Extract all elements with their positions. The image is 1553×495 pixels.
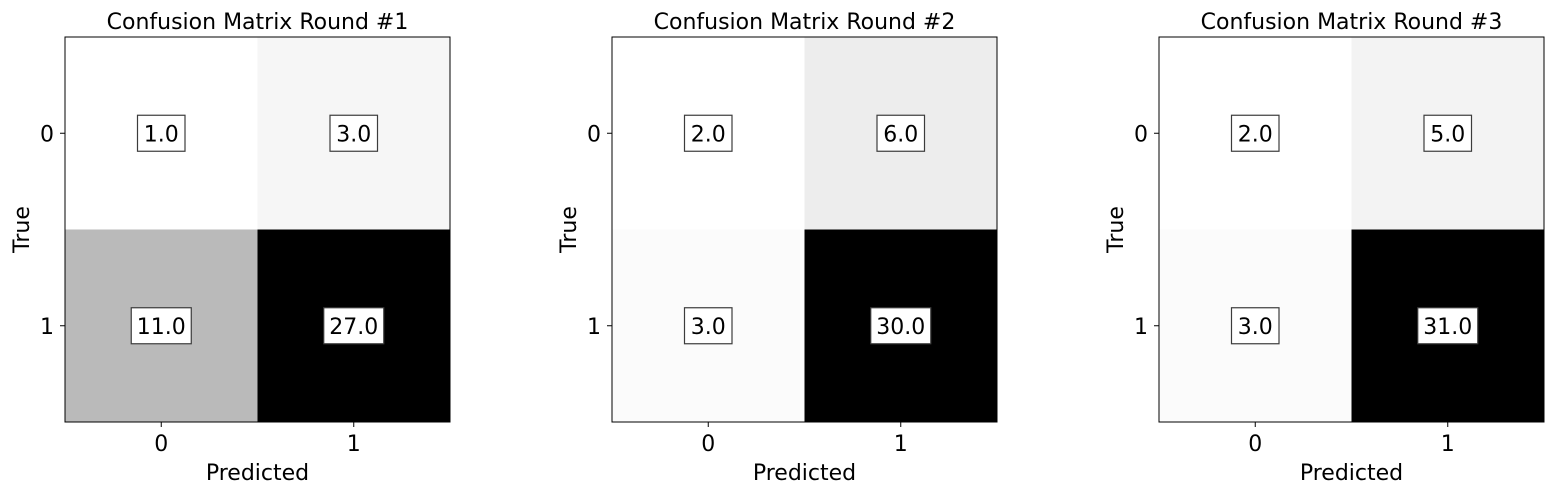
confusion-matrix-panel-1: 1.0 3.0 11.0 27.0 0 1 0 1 Confusion Matrix Round… [10,10,451,486]
confusion-matrix-panel-2: 2.0 6.0 3.0 30.0 0 1 0 1 Confusion Matrix Round … [557,10,998,486]
cell-value-label: 2.0 [691,122,726,147]
cell-value-box [136,114,186,152]
cell-value-box [870,307,932,345]
cell-value-label: 3.0 [691,315,726,340]
x-axis-label: Predicted [206,461,309,486]
cell-value-label: 1.0 [144,122,179,147]
chart-title: Confusion Matrix Round #3 [1201,10,1503,35]
x-axis-label: Predicted [753,461,856,486]
chart-title: Confusion Matrix Round #1 [107,10,409,35]
y-tick-label: 0 [1134,122,1148,147]
cell-value-label: 30.0 [876,315,925,340]
cell-value-box [1423,114,1473,152]
cell-value-label: 6.0 [883,122,918,147]
y-tick-label: 1 [587,315,601,340]
cell-value-label: 5.0 [1430,122,1465,147]
x-tick-label: 0 [701,432,715,457]
cell-value-box [329,114,379,152]
x-tick-label: 1 [1441,432,1455,457]
cell-value-box [323,307,385,345]
cell-value-label: 11.0 [137,315,186,340]
x-tick-label: 1 [347,432,361,457]
cell-value-box [683,307,733,345]
cell-value-box [683,114,733,152]
y-axis-label: True [1104,206,1129,254]
x-axis-label: Predicted [1300,461,1403,486]
cell-value-box [130,307,192,345]
cell-value-box [1230,307,1280,345]
cell-value-label: 3.0 [1238,315,1273,340]
y-tick-label: 1 [40,315,54,340]
cell-value-box [1417,307,1479,345]
confusion-matrix-panel-3: 2.0 5.0 3.0 31.0 0 1 0 1 Confusion Matrix Round … [1104,10,1545,486]
y-axis-label: True [10,206,35,254]
chart-title: Confusion Matrix Round #2 [654,10,956,35]
x-tick-label: 0 [1248,432,1262,457]
cell-value-label: 3.0 [336,122,371,147]
y-tick-label: 0 [40,122,54,147]
x-tick-label: 1 [894,432,908,457]
axes-frame [1158,36,1545,423]
cell-value-box [1230,114,1280,152]
y-axis-label: True [557,206,582,254]
cell-value-label: 2.0 [1238,122,1273,147]
x-tick-label: 0 [154,432,168,457]
axes-frame [611,36,998,423]
cell-value-box [876,114,926,152]
y-tick-label: 0 [587,122,601,147]
axes-frame [64,36,451,423]
y-tick-label: 1 [1134,315,1148,340]
cell-value-label: 27.0 [329,315,378,340]
cell-value-label: 31.0 [1423,315,1472,340]
